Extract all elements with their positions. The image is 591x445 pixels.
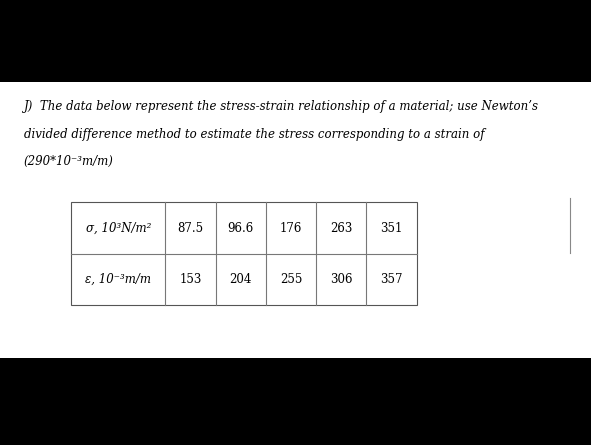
Text: 351: 351 [381,222,402,235]
Text: ε, 10⁻³m/m: ε, 10⁻³m/m [85,273,151,286]
Text: divided difference method to estimate the stress corresponding to a strain of: divided difference method to estimate th… [24,128,484,141]
Text: 96.6: 96.6 [228,222,254,235]
Text: 204: 204 [230,273,252,286]
Text: 176: 176 [280,222,302,235]
Text: (290*10⁻³m/m): (290*10⁻³m/m) [24,155,113,168]
Text: 153: 153 [180,273,202,286]
Text: 263: 263 [330,222,352,235]
Text: 87.5: 87.5 [177,222,204,235]
Bar [71,202,417,305]
Text: 255: 255 [280,273,302,286]
Text: 357: 357 [380,273,403,286]
Text: σ, 10³N/m²: σ, 10³N/m² [86,222,151,235]
Text: 306: 306 [330,273,353,286]
Text: J)  The data below represent the stress-strain relationship of a material; use N: J) The data below represent the stress-s… [24,100,538,113]
